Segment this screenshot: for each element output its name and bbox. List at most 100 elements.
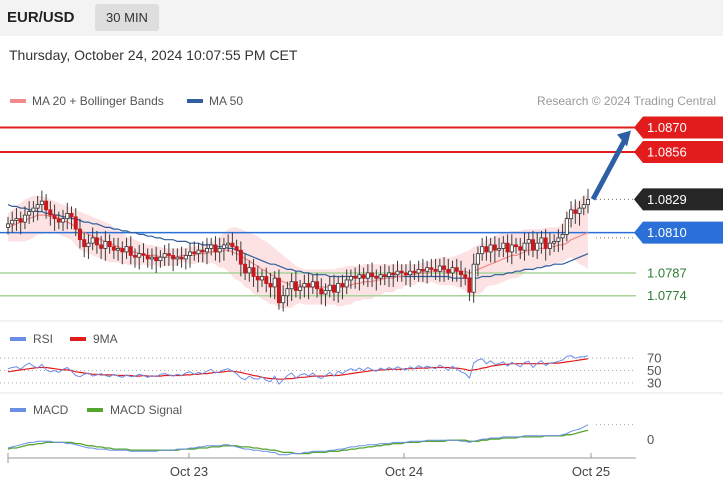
candle-body — [437, 265, 442, 272]
candle-body — [90, 237, 95, 244]
candle-body — [44, 200, 49, 211]
candle-body — [539, 237, 544, 244]
candle-body — [272, 277, 277, 288]
candle-body — [289, 281, 294, 290]
forecast-arrow-head — [617, 130, 631, 147]
legend-label: MACD Signal — [110, 403, 182, 417]
rsi-tick-label: 30 — [647, 375, 661, 390]
candle-body — [255, 276, 260, 281]
legend-label: MA 50 — [209, 94, 243, 108]
candle-body — [416, 269, 421, 274]
candle-body — [475, 253, 480, 265]
candle-body — [497, 248, 502, 251]
chart-header: EUR/USD 30 MIN — [0, 0, 723, 36]
candle-body — [488, 244, 493, 253]
candle-body — [522, 242, 527, 251]
timeframe-button[interactable]: 30 MIN — [95, 4, 159, 31]
resistance-tag-label: 1.0870 — [647, 120, 687, 135]
candle-body — [403, 272, 408, 276]
candle-body — [145, 255, 150, 260]
candle-body — [39, 200, 44, 206]
candle-body — [82, 239, 87, 248]
candle-body — [158, 256, 163, 262]
legend-swatch — [10, 408, 26, 412]
candle-body — [200, 249, 205, 253]
macd-line — [7, 424, 589, 456]
x-tick-label: Oct 23 — [170, 464, 208, 479]
resistance-tag — [634, 116, 723, 139]
candle-body — [306, 283, 311, 288]
candle-body — [454, 267, 459, 272]
candle-body — [107, 241, 112, 248]
candle-body — [188, 251, 193, 256]
candle-body — [209, 244, 214, 249]
candle-body — [65, 212, 70, 220]
candle-body — [276, 277, 281, 304]
x-tick-label: Oct 24 — [385, 464, 423, 479]
candle-body — [86, 242, 91, 248]
candle-body — [293, 281, 298, 291]
candle-body — [395, 270, 400, 276]
candle-body — [319, 288, 324, 295]
candle-body — [31, 207, 36, 213]
candle-body — [327, 284, 332, 291]
candle-body — [298, 286, 303, 291]
candle-body — [577, 207, 582, 214]
candle-body — [124, 246, 129, 253]
candle-body — [514, 244, 519, 248]
candle-body — [77, 228, 82, 241]
last-price-label: 1.0829 — [647, 192, 687, 207]
candle-body — [509, 244, 514, 253]
candle-body — [251, 267, 256, 277]
candle-body — [560, 234, 565, 239]
candle-body — [52, 214, 57, 220]
candle-body — [69, 212, 74, 218]
candle-body — [564, 218, 569, 235]
candle-body — [365, 272, 370, 279]
candle-body — [505, 242, 510, 253]
candle-body — [547, 242, 552, 249]
candle-body — [501, 242, 506, 249]
candle-body — [149, 256, 154, 260]
candle-body — [137, 253, 142, 258]
candle-body — [336, 283, 341, 293]
candle-body — [22, 214, 27, 223]
candle-body — [569, 209, 574, 220]
candle-body — [331, 284, 336, 293]
candle-body — [166, 253, 171, 256]
candle-body — [213, 244, 218, 253]
candle-body — [391, 272, 396, 276]
candle-body — [526, 239, 531, 244]
candle-body — [471, 263, 476, 293]
candle-body — [175, 256, 180, 260]
candle-body — [492, 244, 497, 251]
last-price-tag — [634, 188, 723, 211]
legend-swatch — [10, 337, 26, 341]
candle-body — [344, 279, 349, 288]
legend-swatch — [10, 99, 26, 103]
candle-body — [458, 270, 463, 276]
candle-body — [192, 251, 197, 255]
candle-body — [378, 274, 383, 279]
candle-body — [133, 255, 138, 258]
legend-label: MACD — [33, 403, 69, 417]
candle-body — [141, 253, 146, 256]
candle-body — [14, 218, 19, 221]
candle-body — [581, 204, 586, 209]
candle-body — [48, 209, 53, 216]
candle-body — [116, 248, 121, 251]
candle-body — [73, 216, 78, 230]
macd-tick-label: 0 — [647, 432, 654, 447]
candle-body — [247, 267, 252, 274]
candle-body — [243, 263, 248, 274]
candle-body — [179, 256, 184, 260]
candle-body — [103, 241, 108, 249]
candle-body — [99, 244, 104, 249]
candle-body — [425, 267, 430, 272]
rsi-line — [7, 355, 589, 385]
candle-body — [234, 246, 239, 251]
symbol-label: EUR/USD — [7, 9, 75, 26]
candle-body — [310, 281, 315, 288]
candle-body — [323, 290, 328, 295]
